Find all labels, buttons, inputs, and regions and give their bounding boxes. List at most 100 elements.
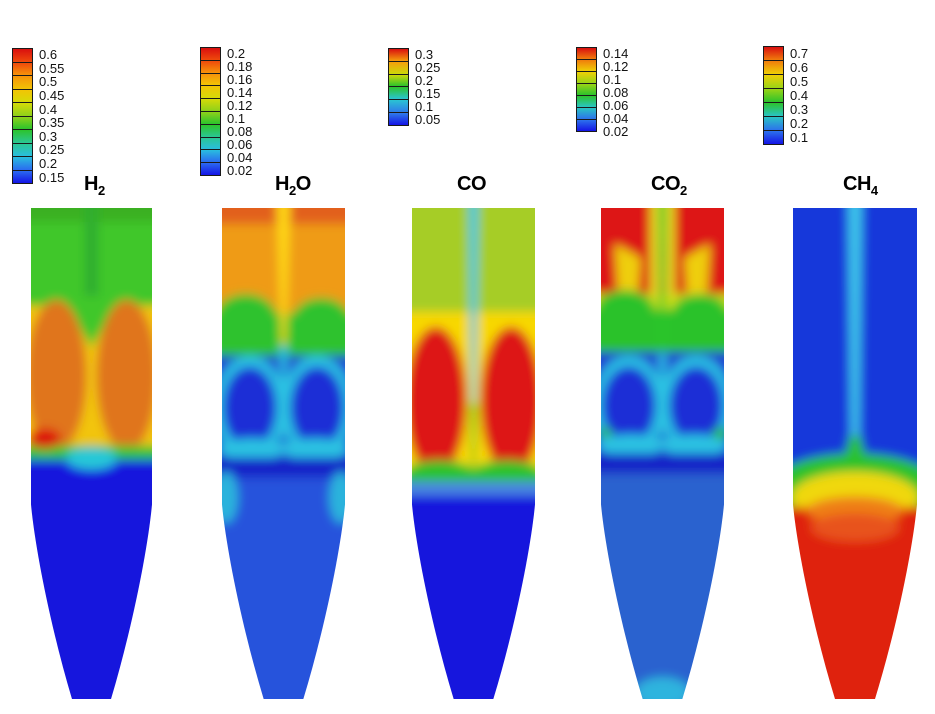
colorbar-tick-label: 0.12 (603, 59, 629, 74)
colorbar-segment (201, 98, 220, 111)
colorbar-segment (13, 49, 32, 62)
colorbar-ticks-co: 0.3 0.25 0.2 0.15 0.1 0.05 (415, 48, 467, 126)
colorbar-segment (13, 75, 32, 89)
colorbar-segment (577, 48, 596, 59)
colorbar-segment (201, 149, 220, 163)
species-text: CO (457, 173, 487, 195)
colorbar-segment (764, 60, 783, 74)
colorbar-segment (201, 48, 220, 60)
colorbar-tick-label: 0.12 (227, 98, 253, 113)
species-subscript: 2 (288, 183, 296, 198)
colorbar-tick-label: 0.5 (39, 74, 58, 90)
species-label-h2o: H2O (275, 173, 311, 198)
colorbar-tick-label: 0.2 (790, 116, 809, 132)
contour-plot-co (412, 208, 535, 699)
species-subscript: 2 (97, 183, 105, 198)
species-label-co: CO (457, 173, 487, 196)
colorbar-segment (13, 88, 32, 102)
colorbar-tick-label: 0.08 (227, 124, 253, 139)
colorbar-segment (764, 88, 783, 102)
colorbar-segment (201, 123, 220, 137)
colorbar-segment (577, 107, 596, 119)
colorbar-ticks-ch4: 0.7 0.6 0.5 0.4 0.3 0.2 0.1 (790, 46, 842, 145)
colorbar-tick-label: 0.3 (790, 102, 809, 118)
colorbar-tick-label: 0.1 (603, 72, 622, 87)
colorbar-tick-label: 0.3 (415, 47, 434, 62)
species-text: H (275, 173, 289, 195)
colorbar-tick-label: 0.45 (39, 88, 65, 104)
colorbar-segment (201, 85, 220, 99)
colorbar-segment (764, 47, 783, 60)
colorbar-segment (201, 59, 220, 73)
colorbar-segment (577, 95, 596, 107)
species-label-h2: H2 (84, 173, 105, 198)
colorbar-tick-label: 0.6 (790, 59, 809, 75)
colorbar-tick-label: 0.08 (603, 85, 629, 100)
colorbar-ticks-h2: 0.6 0.55 0.5 0.45 0.4 0.35 0.3 0.25 0.2 0.15 (39, 48, 91, 184)
colorbar-segment (389, 73, 408, 87)
colorbar-segment (13, 115, 32, 129)
colorbar-segment (577, 83, 596, 95)
colorbar-tick-label: 0.02 (227, 163, 253, 178)
colorbar-tick-label: 0.55 (39, 60, 65, 76)
colorbar-tick-label: 0.4 (39, 101, 58, 117)
colorbar-segment (577, 71, 596, 83)
colorbar-segment (389, 49, 408, 61)
colorbar-tick-label: 0.6 (39, 47, 58, 63)
species-text: H (84, 173, 98, 195)
colorbar-segment (13, 142, 32, 156)
species-label-ch4: CH4 (843, 173, 878, 198)
colorbar-tick-label: 0.15 (415, 86, 441, 101)
colorbar-tick-label: 0.1 (415, 99, 434, 114)
colorbar-tick-label: 0.02 (603, 124, 629, 139)
colorbar-tick-label: 0.2 (415, 73, 434, 88)
colorbar-segment (13, 61, 32, 75)
colorbar-segment (201, 136, 220, 150)
colorbar-segment (13, 129, 32, 143)
species-subscript: 2 (680, 183, 687, 198)
colorbar-tick-label: 0.06 (603, 98, 629, 113)
species-subscript: 4 (870, 183, 878, 198)
colorbar-segment (201, 162, 220, 175)
colorbar-segment (764, 116, 783, 130)
colorbar-tick-label: 0.2 (227, 46, 246, 61)
colorbar-h2 (12, 48, 33, 184)
colorbar-segment (13, 156, 32, 170)
colorbar-segment (389, 112, 408, 125)
contour-plot-h2 (31, 208, 152, 699)
colorbar-tick-label: 0.2 (39, 156, 58, 172)
contour-plot-co2 (601, 208, 724, 699)
colorbar-segment (577, 119, 596, 131)
species-text: CO (651, 173, 681, 195)
colorbar-segment (201, 110, 220, 124)
colorbar-segment (764, 130, 783, 144)
species-label-co2: CO2 (651, 173, 687, 198)
colorbar-tick-label: 0.7 (790, 45, 809, 61)
colorbar-tick-label: 0.05 (415, 112, 441, 127)
colorbar-segment (577, 59, 596, 71)
colorbar-segment (764, 102, 783, 116)
colorbar-tick-label: 0.5 (790, 73, 809, 89)
colorbar-tick-label: 0.1 (227, 111, 246, 126)
colorbar-segment (13, 169, 32, 183)
colorbar-co2 (576, 47, 597, 132)
colorbar-tick-label: 0.04 (227, 150, 253, 165)
colorbar-ticks-co2: 0.14 0.12 0.1 0.08 0.06 0.04 0.02 (603, 47, 655, 138)
colorbar-tick-label: 0.16 (227, 72, 253, 87)
colorbar-segment (13, 102, 32, 116)
colorbar-segment (389, 99, 408, 113)
species-text: CH (843, 173, 871, 195)
colorbar-segment (389, 60, 408, 74)
colorbar-tick-label: 0.06 (227, 137, 253, 152)
colorbar-ticks-h2o: 0.2 0.18 0.16 0.14 0.12 0.1 0.08 0.06 0.04 0.02 (227, 46, 279, 178)
contour-plot-h2o (222, 208, 345, 699)
colorbar-segment (389, 86, 408, 100)
colorbar-tick-label: 0.14 (227, 85, 253, 100)
colorbar-segment (764, 74, 783, 88)
colorbar-tick-label: 0.1 (790, 130, 809, 146)
colorbar-tick-label: 0.4 (790, 87, 809, 103)
colorbar-tick-label: 0.25 (415, 60, 441, 75)
contour-plot-ch4 (793, 208, 917, 699)
colorbar-tick-label: 0.18 (227, 59, 253, 74)
